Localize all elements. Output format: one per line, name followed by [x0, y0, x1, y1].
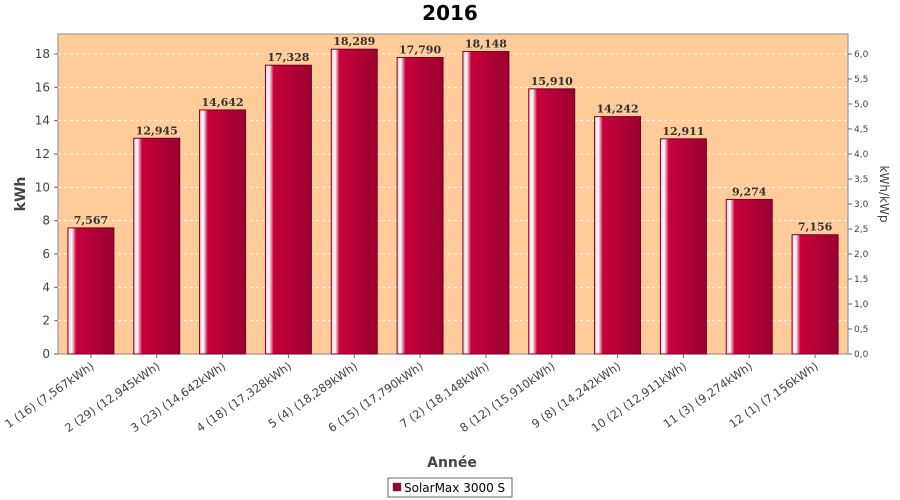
data-label: 12,911 [662, 125, 704, 138]
y-tick-label: 10 [35, 180, 50, 194]
data-label: 12,945 [136, 124, 178, 137]
bar [199, 109, 247, 355]
chart-title: 2016 [422, 1, 478, 25]
plot-area [57, 33, 849, 355]
y-axis-right-label: kWh/kWp [877, 166, 891, 223]
bar [594, 116, 642, 355]
bar [791, 234, 839, 355]
data-label: 17,790 [399, 44, 441, 57]
data-label: 14,642 [202, 96, 244, 109]
y-tick-label: 12 [35, 147, 50, 161]
legend: SolarMax 3000 S [387, 477, 513, 498]
data-label: 18,289 [333, 35, 375, 48]
legend-box [387, 477, 513, 498]
y-right-tick-label: 5,0 [854, 100, 869, 110]
bar [725, 198, 773, 355]
y-right-tick-label: 6,0 [854, 50, 869, 60]
y-right-tick-label: 0,0 [854, 350, 869, 360]
bar [396, 57, 444, 355]
y-right-tick-label: 3,5 [854, 175, 868, 185]
data-label: 9,274 [732, 185, 767, 198]
data-label: 7,567 [74, 214, 108, 227]
y-tick-label: 6 [42, 247, 50, 261]
y-right-tick-label: 1,5 [854, 275, 868, 285]
data-label: 7,156 [798, 221, 833, 234]
y-tick-label: 16 [35, 80, 50, 94]
legend-label: SolarMax 3000 S [404, 481, 505, 495]
bar [330, 48, 378, 355]
legend-swatch [392, 482, 402, 492]
y-axis-label: kWh [13, 177, 29, 212]
data-label: 14,242 [597, 103, 639, 116]
data-label: 17,328 [267, 51, 309, 64]
y-right-tick-label: 1,0 [854, 300, 869, 310]
data-label: 18,148 [465, 38, 507, 51]
y-right-tick-label: 2,5 [854, 225, 868, 235]
bar [133, 137, 181, 355]
bar [528, 88, 576, 355]
y-tick-label: 18 [35, 47, 50, 61]
y-right-tick-label: 2,0 [854, 250, 869, 260]
y-tick-label: 8 [42, 214, 50, 228]
y-tick-label: 2 [42, 314, 50, 328]
y-right-tick-label: 0,5 [854, 325, 868, 335]
y-tick-label: 4 [42, 280, 50, 294]
y-tick-label: 0 [42, 347, 50, 361]
x-axis-label: Année [427, 455, 477, 471]
bar [462, 51, 510, 355]
bar [659, 138, 707, 355]
y-right-tick-label: 5,5 [854, 75, 868, 85]
y-right-tick-label: 3,0 [854, 200, 869, 210]
y-right-tick-label: 4,5 [854, 125, 868, 135]
data-label: 15,910 [531, 75, 573, 88]
y-right-tick-label: 4,0 [854, 150, 869, 160]
bar [264, 64, 312, 355]
bar [67, 227, 115, 355]
y-tick-label: 14 [35, 114, 50, 128]
